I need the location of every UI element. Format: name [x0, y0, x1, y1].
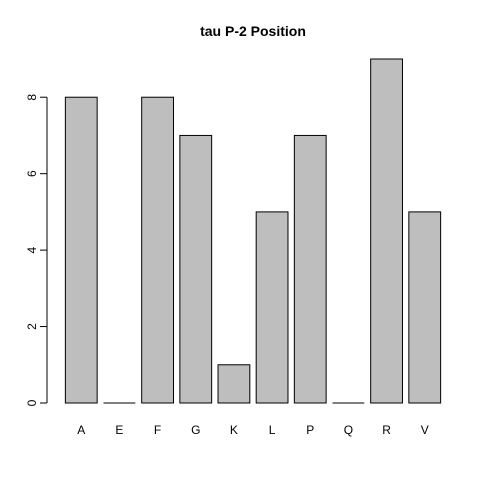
x-tick-label-A: A [77, 423, 85, 437]
x-tick-label-P: P [306, 423, 314, 437]
bar-G [179, 134, 213, 404]
y-tick-label-4: 4 [25, 246, 39, 253]
bar-K [217, 364, 251, 404]
bar-F [141, 96, 174, 404]
bars-group [64, 58, 442, 404]
x-tick-label-G: G [191, 423, 200, 437]
bar-P [293, 134, 327, 404]
x-tick-label-V: V [421, 423, 429, 437]
y-tick-label-2: 2 [25, 323, 39, 330]
bar-R [370, 58, 403, 404]
x-tick-label-F: F [154, 423, 161, 437]
y-tick-label-6: 6 [25, 170, 39, 177]
y-tick-label-0: 0 [25, 399, 39, 406]
y-axis: 0 2 4 6 8 [25, 94, 48, 406]
chart-title: tau P-2 Position [200, 23, 306, 39]
y-tick-label-8: 8 [25, 94, 39, 101]
x-tick-label-R: R [382, 423, 391, 437]
bar-A [64, 96, 98, 404]
x-tick-label-K: K [230, 423, 238, 437]
x-tick-label-L: L [269, 423, 276, 437]
bar-L [255, 211, 289, 404]
x-tick-label-E: E [115, 423, 123, 437]
x-tick-label-Q: Q [344, 423, 353, 437]
bar-V [408, 211, 442, 404]
